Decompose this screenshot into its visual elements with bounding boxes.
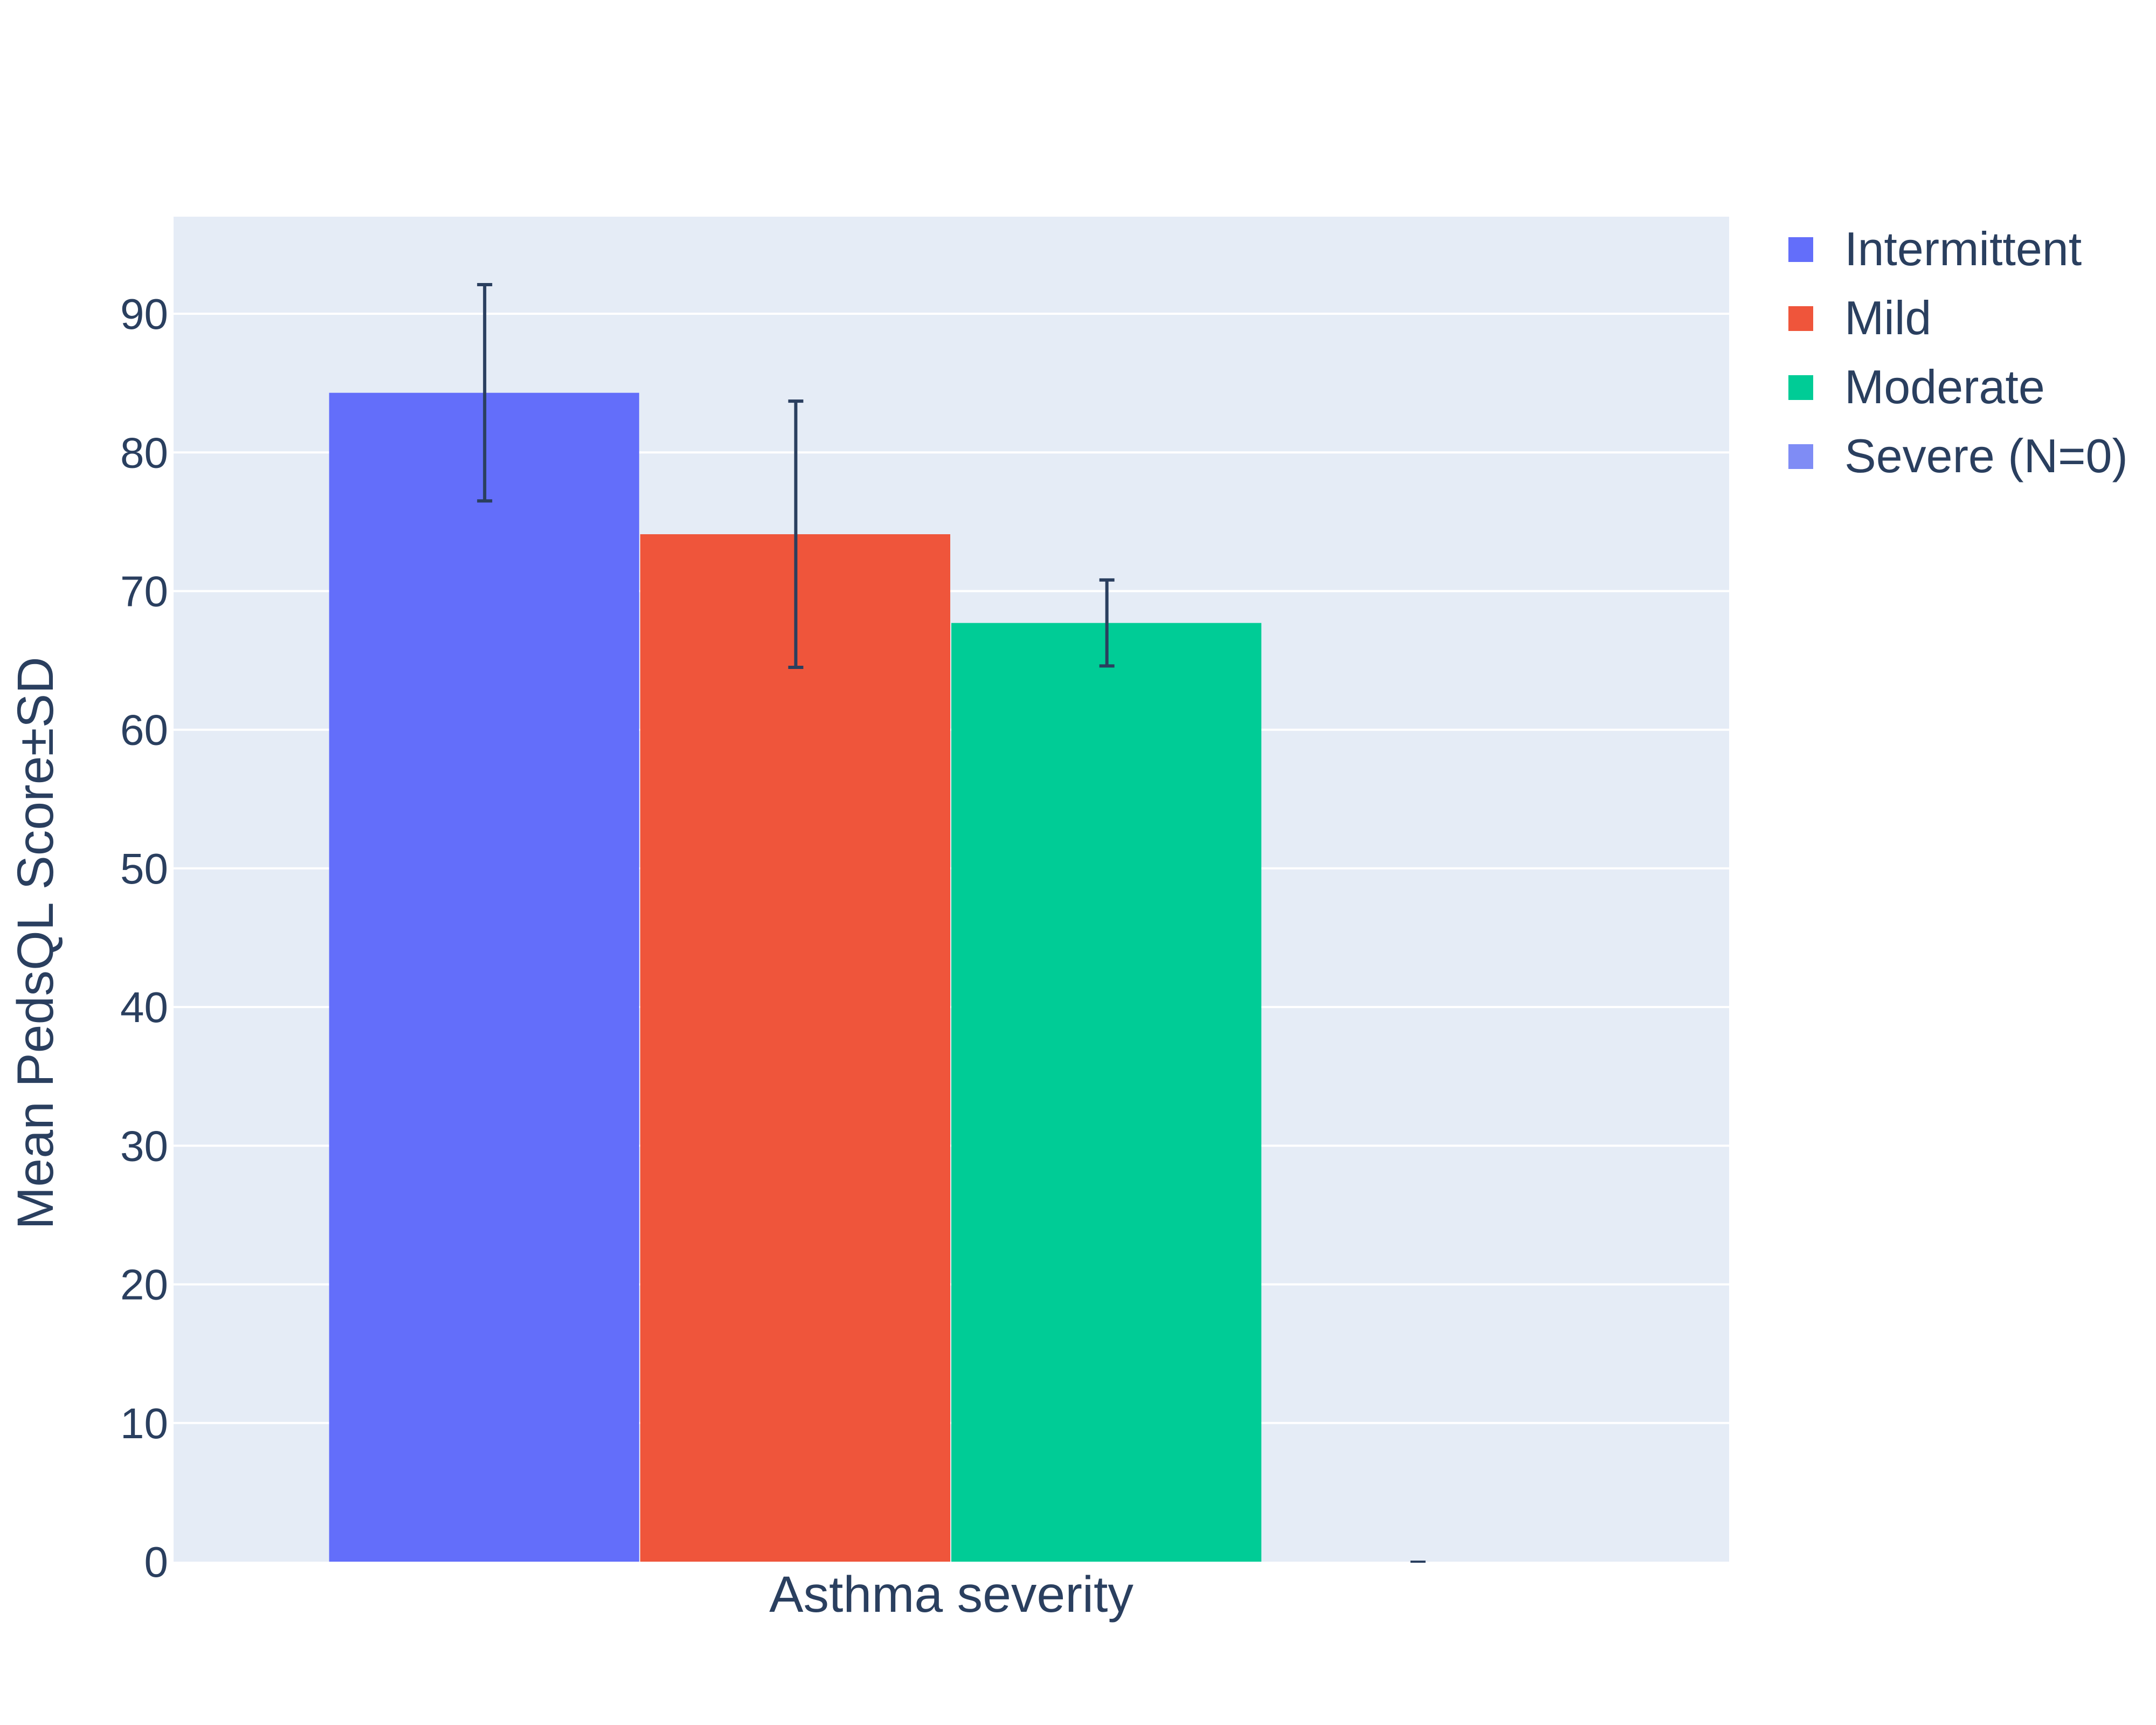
y-tick-label: 70 <box>120 567 168 615</box>
bar-1 <box>329 392 639 1562</box>
legend-swatch <box>1788 444 1813 469</box>
bars <box>329 392 1262 1562</box>
y-tick-label: 60 <box>120 706 168 754</box>
legend-swatch <box>1788 375 1813 400</box>
bar-3 <box>951 623 1262 1562</box>
y-tick-label: 40 <box>120 983 168 1031</box>
legend-label: Intermittent <box>1844 222 2082 275</box>
y-axis-ticks: 0 10 20 30 40 50 60 70 80 90 <box>120 290 168 1586</box>
y-tick-label: 50 <box>120 845 168 893</box>
y-tick-label: 80 <box>120 429 168 477</box>
legend-label: Mild <box>1844 291 1931 344</box>
y-tick-label: 90 <box>120 290 168 338</box>
y-tick-label: 0 <box>144 1538 169 1586</box>
x-axis-title: Asthma severity <box>769 1566 1134 1623</box>
y-tick-label: 30 <box>120 1122 168 1170</box>
y-axis-title: Mean PedsQL Score±SD <box>7 657 64 1229</box>
error-bars <box>477 283 1426 1563</box>
y-tick-label: 20 <box>120 1261 168 1309</box>
legend-swatch <box>1788 306 1813 331</box>
legend-swatch <box>1788 237 1813 262</box>
bar-2 <box>640 534 950 1562</box>
legend: Intermittent Mild Moderate Severe (N=0) <box>1788 222 2128 482</box>
legend-label: Moderate <box>1844 360 2045 413</box>
legend-label: Severe (N=0) <box>1844 429 2128 482</box>
y-tick-label: 10 <box>120 1399 168 1447</box>
